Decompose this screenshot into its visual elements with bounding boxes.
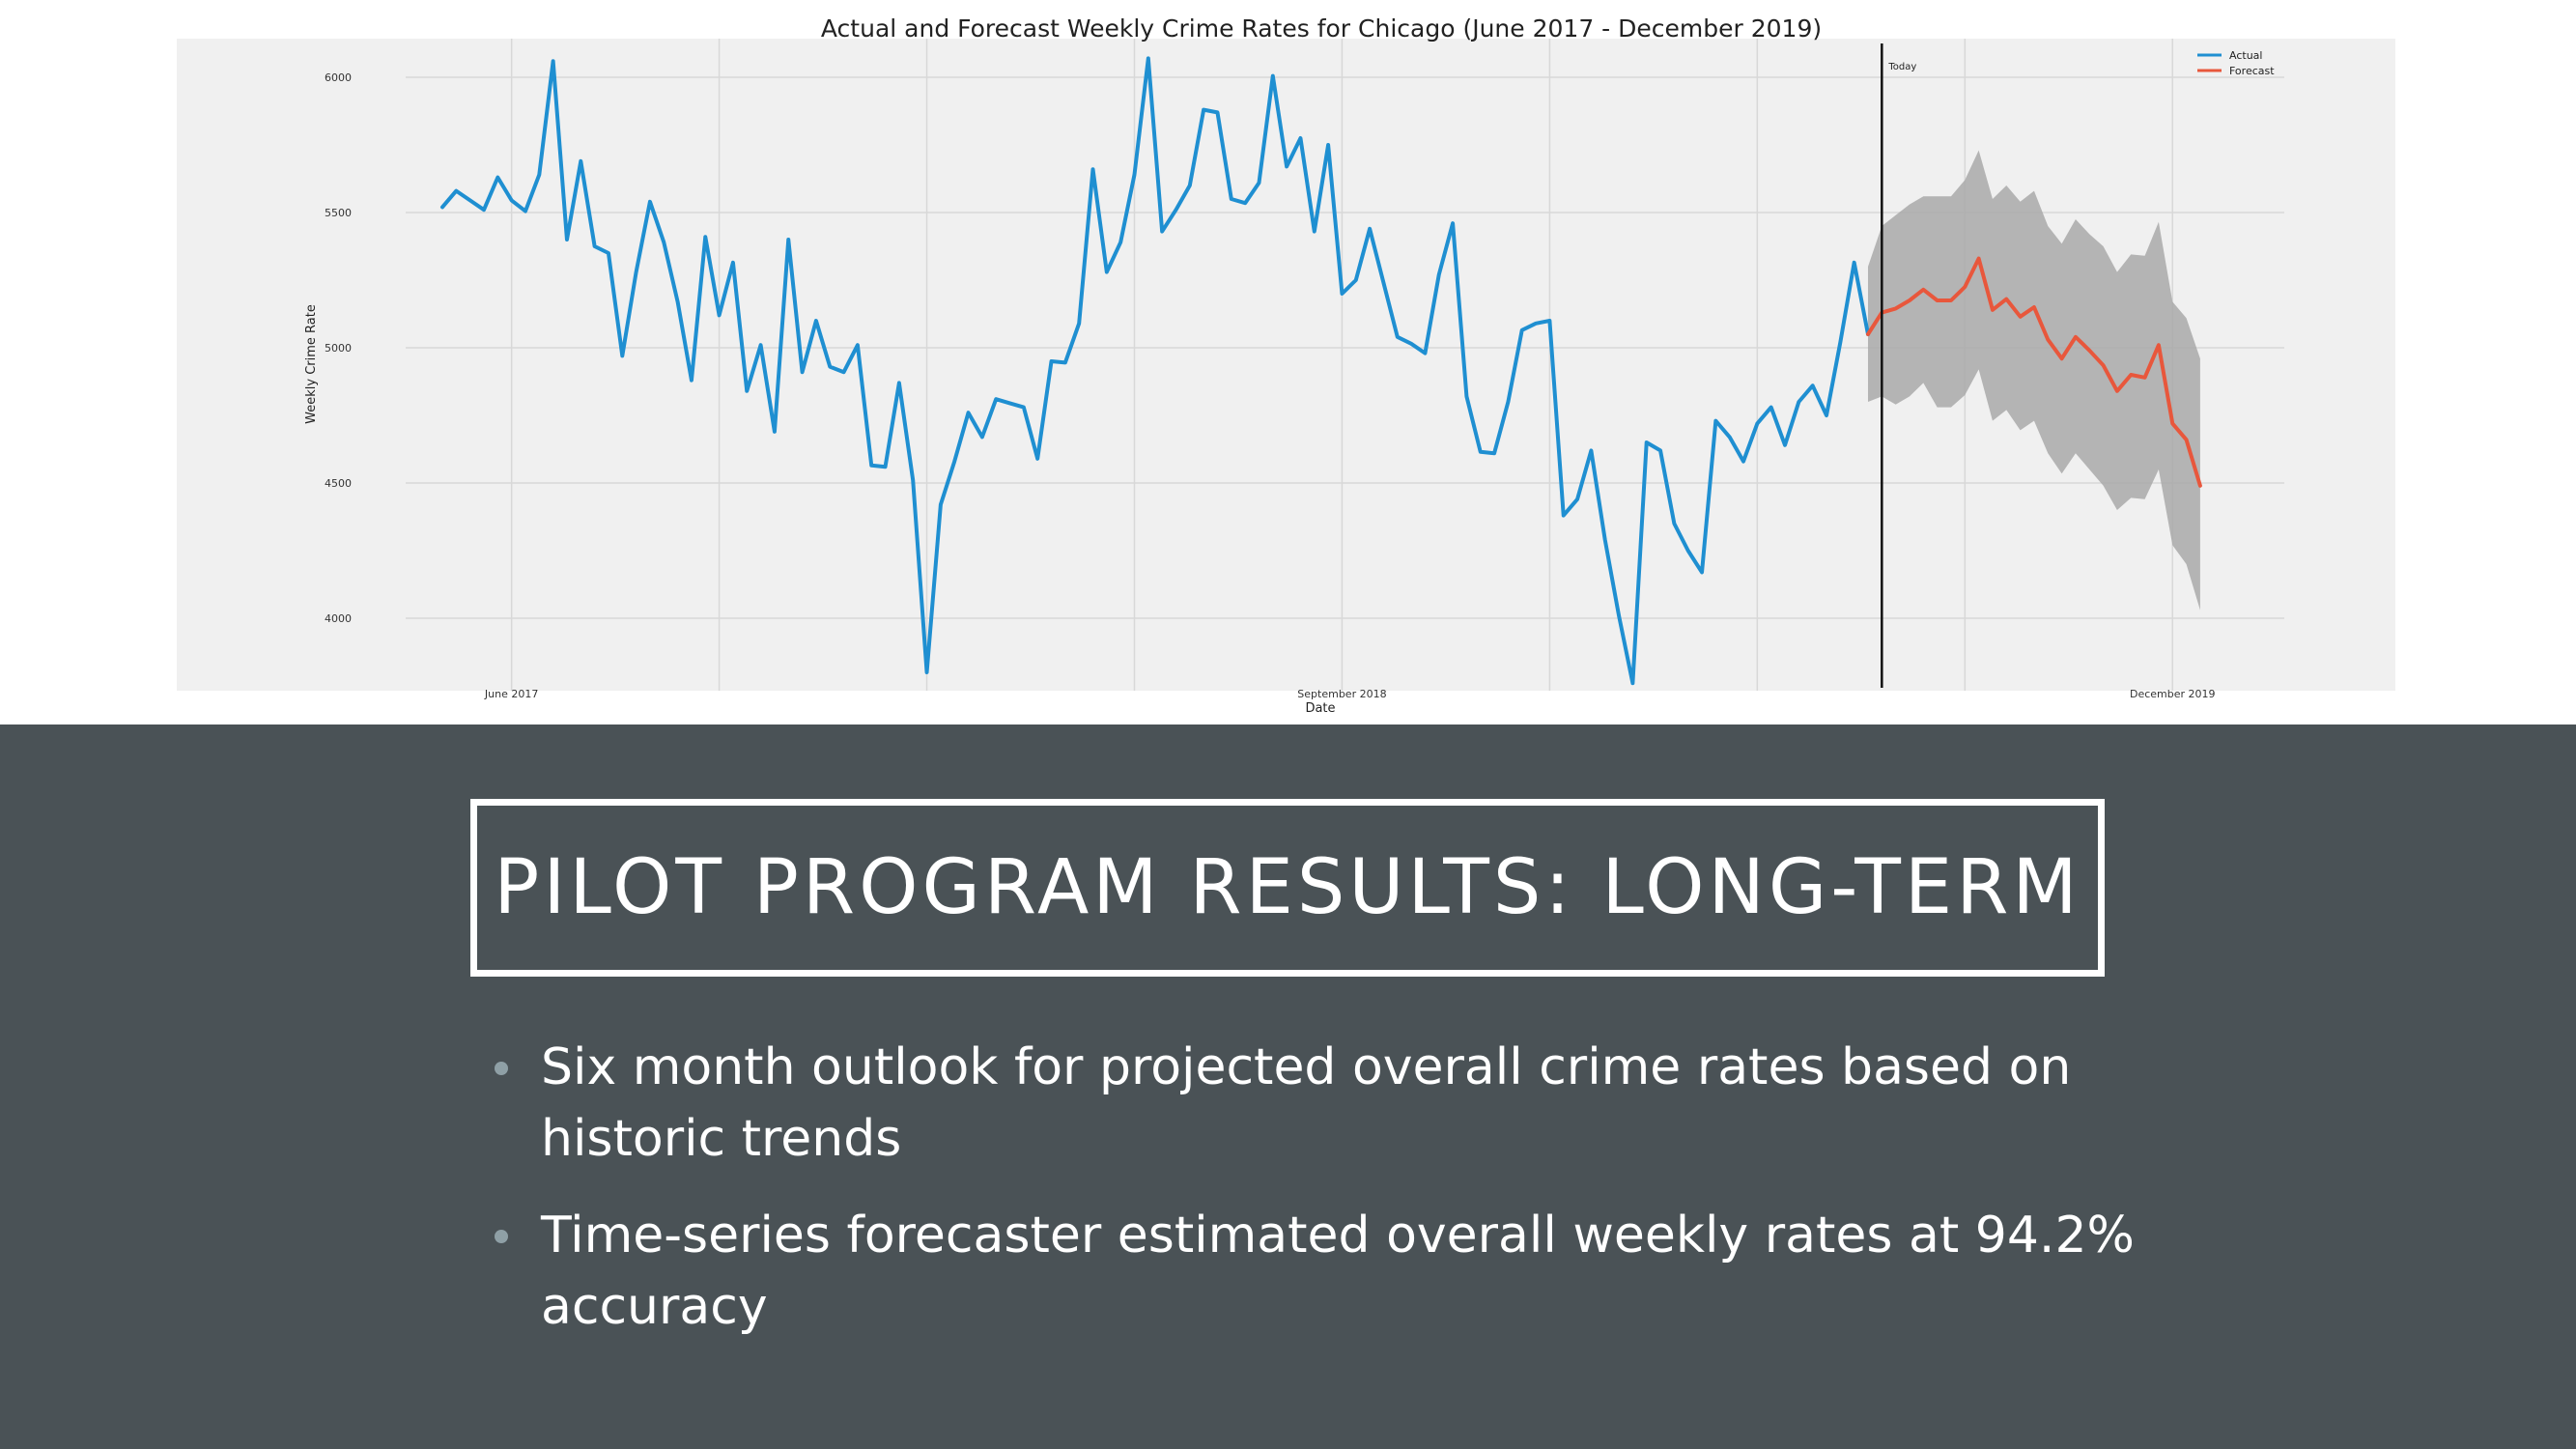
slide-title: PILOT PROGRAM RESULTS: LONG-TERM xyxy=(494,844,2081,931)
bullet-text: Six month outlook for projected overall … xyxy=(541,1038,2072,1168)
y-tick-label: 5500 xyxy=(325,207,352,219)
legend-label: Forecast xyxy=(2229,65,2275,77)
x-tick-label: September 2018 xyxy=(1297,688,1386,700)
axes: 4000 4500 5000 5500 6000 June 2017 September 2… xyxy=(325,43,2216,700)
forecast-interval-band xyxy=(1867,150,2200,611)
chart-canvas: 4000 4500 5000 5500 6000 June 2017 September 2… xyxy=(177,14,2395,716)
x-axis-label: Date xyxy=(1305,701,1335,716)
forecast-chart: 4000 4500 5000 5500 6000 June 2017 September 2… xyxy=(0,0,2576,724)
actual-series-line xyxy=(440,56,1870,686)
legend: Actual Forecast xyxy=(2197,49,2275,77)
chart-title: Actual and Forecast Weekly Crime Rates f… xyxy=(821,14,1822,43)
x-tick-label: December 2019 xyxy=(2130,688,2216,700)
confidence-band xyxy=(1867,150,2200,611)
today-marker-label: Today xyxy=(1887,62,1916,72)
y-tick-label: 6000 xyxy=(325,71,352,84)
bullet-item: Time-series forecaster estimated overall… xyxy=(493,1200,2135,1343)
slide-title-frame: PILOT PROGRAM RESULTS: LONG-TERM xyxy=(470,799,2105,977)
y-tick-label: 5000 xyxy=(325,342,352,355)
bullet-item: Six month outlook for projected overall … xyxy=(493,1032,2135,1175)
y-tick-label: 4500 xyxy=(325,477,352,490)
x-tick-label: June 2017 xyxy=(484,688,538,700)
series-lines xyxy=(440,56,2202,686)
y-axis-label: Weekly Crime Rate xyxy=(304,304,319,424)
y-tick-label: 4000 xyxy=(325,612,352,625)
bullet-text: Time-series forecaster estimated overall… xyxy=(541,1207,2135,1336)
legend-label: Actual xyxy=(2229,49,2262,62)
bullet-list: Six month outlook for projected overall … xyxy=(493,1032,2135,1368)
forecast-series-line xyxy=(1865,256,2202,488)
bullet-dot-icon xyxy=(495,1230,508,1243)
grid-lines xyxy=(406,39,2284,691)
bullet-dot-icon xyxy=(495,1062,508,1075)
